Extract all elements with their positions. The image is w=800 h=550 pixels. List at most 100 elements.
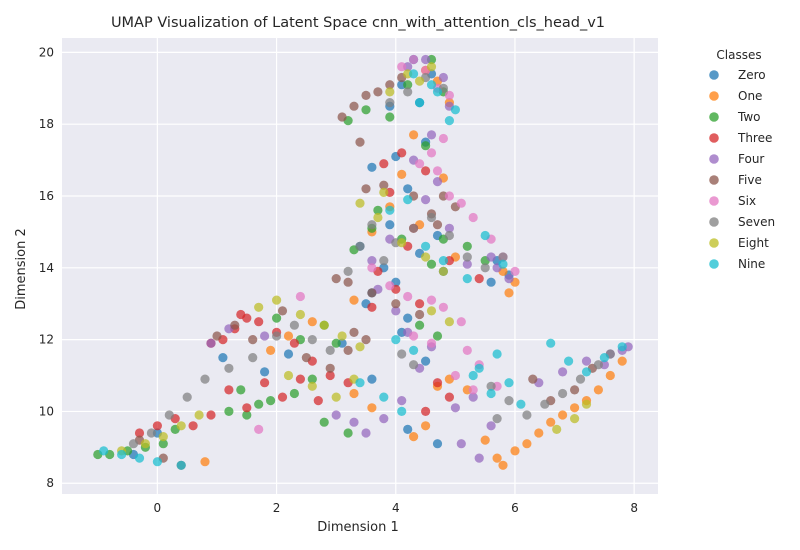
data-point <box>266 396 276 406</box>
data-point <box>391 299 401 309</box>
data-point <box>128 439 139 449</box>
data-point <box>325 370 335 381</box>
data-point <box>409 69 419 79</box>
data-point <box>349 101 359 111</box>
data-point <box>349 388 359 399</box>
legend-marker <box>709 154 719 164</box>
data-point <box>254 317 264 327</box>
data-point <box>331 274 341 284</box>
data-point <box>468 392 478 402</box>
data-point <box>236 309 246 320</box>
y-tick-label: 16 <box>39 189 54 203</box>
data-point <box>444 223 454 233</box>
data-point <box>581 367 592 377</box>
legend-label: Five <box>738 173 762 187</box>
data-point <box>331 338 341 348</box>
data-point <box>409 54 419 65</box>
data-point <box>307 317 317 327</box>
legend-title: Classes <box>716 48 761 62</box>
data-point <box>444 90 454 100</box>
data-point <box>456 317 466 327</box>
data-point <box>450 403 460 413</box>
data-point <box>438 256 448 266</box>
data-point <box>474 274 484 284</box>
data-point <box>599 353 610 363</box>
plot-area <box>62 38 658 494</box>
data-point <box>361 90 371 100</box>
data-point <box>379 392 389 402</box>
data-point <box>432 439 443 449</box>
data-point <box>605 370 615 381</box>
data-point <box>385 220 395 230</box>
data-point <box>367 162 377 172</box>
data-point <box>164 410 174 420</box>
series-nine <box>99 69 627 470</box>
data-point <box>272 313 282 323</box>
data-point <box>379 180 389 190</box>
legend-marker <box>709 91 719 101</box>
data-point <box>343 277 353 287</box>
data-point <box>432 378 443 388</box>
data-point <box>206 338 216 348</box>
data-point <box>593 385 604 395</box>
legend-marker <box>709 217 719 227</box>
data-point <box>409 432 419 442</box>
data-point <box>432 220 443 230</box>
data-point <box>295 374 305 384</box>
data-point <box>456 198 466 208</box>
data-point <box>570 385 580 395</box>
y-tick-label: 14 <box>39 261 54 275</box>
x-tick-label: 0 <box>154 501 162 515</box>
data-point <box>385 87 395 97</box>
legend-label: Two <box>737 110 761 124</box>
data-point <box>367 374 377 384</box>
data-point <box>570 414 580 424</box>
data-point <box>403 87 413 97</box>
data-point <box>426 259 437 269</box>
data-point <box>409 345 419 355</box>
data-point <box>462 241 472 251</box>
data-point <box>355 198 365 208</box>
data-point <box>379 256 389 266</box>
data-point <box>581 399 592 409</box>
data-point <box>367 302 377 312</box>
data-point <box>403 80 413 90</box>
data-point <box>397 349 407 359</box>
data-point <box>444 230 454 241</box>
legend-label: Four <box>738 152 764 166</box>
data-point <box>462 345 472 355</box>
data-point <box>283 331 294 341</box>
data-point <box>295 309 305 320</box>
data-point <box>462 259 472 269</box>
x-axis-ticks: 0 2 4 6 8 <box>154 501 638 515</box>
data-point <box>444 392 454 402</box>
data-point <box>176 421 186 431</box>
data-point <box>260 331 270 341</box>
data-point <box>343 345 353 355</box>
data-point <box>260 378 270 388</box>
y-tick-label: 12 <box>39 333 54 347</box>
data-point <box>421 54 431 65</box>
x-tick-label: 2 <box>273 501 281 515</box>
data-point <box>426 62 437 72</box>
data-point <box>325 345 335 355</box>
data-point <box>361 105 371 115</box>
legend: Classes Zero One Two Three Four Five Six Seven E… <box>709 48 775 271</box>
data-point <box>516 399 526 409</box>
data-point <box>421 195 431 205</box>
data-point <box>224 363 234 373</box>
data-point <box>361 428 371 438</box>
data-point <box>194 410 204 420</box>
data-point <box>432 87 443 97</box>
data-point <box>492 453 502 463</box>
data-point <box>266 345 276 355</box>
data-point <box>397 396 407 406</box>
legend-label: Three <box>737 131 772 145</box>
data-point <box>438 266 448 276</box>
series-one <box>200 65 627 470</box>
data-point <box>415 98 425 108</box>
x-tick-label: 4 <box>392 501 400 515</box>
data-point <box>468 370 478 381</box>
data-point <box>373 212 383 223</box>
data-point <box>99 446 109 456</box>
